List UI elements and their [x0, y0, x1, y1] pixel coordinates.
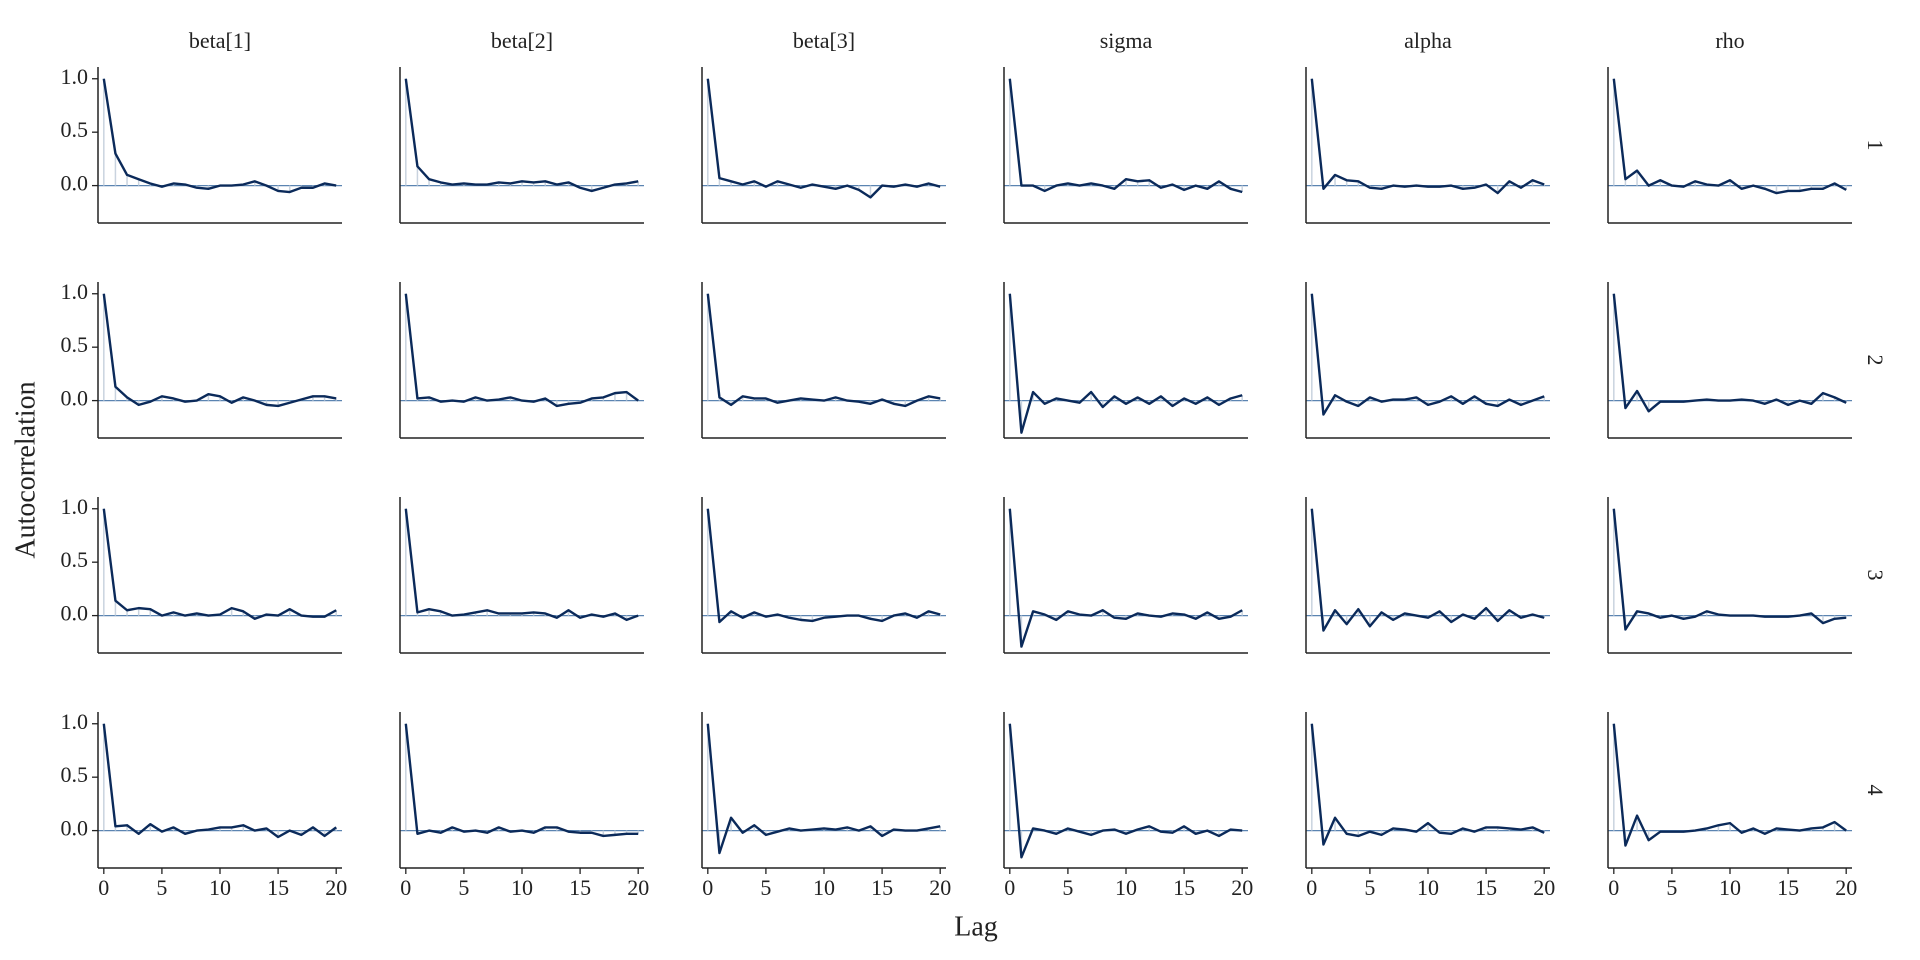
x-tick-label: 5: [1062, 875, 1073, 900]
x-tick-label: 0: [702, 875, 713, 900]
acf-line: [404, 723, 639, 838]
acf-line: [1612, 78, 1847, 195]
x-tick-label: 20: [929, 875, 951, 900]
acf-line: [706, 723, 941, 855]
y-tick-label: 1.0: [61, 64, 89, 89]
x-tick-label: 10: [209, 875, 231, 900]
acf-line: [102, 723, 337, 839]
y-axis-label: Autocorrelation: [10, 381, 41, 558]
x-tick-label: 0: [1306, 875, 1317, 900]
x-tick-label: 15: [1475, 875, 1497, 900]
column-title: beta[3]: [793, 28, 855, 53]
x-tick-label: 0: [1004, 875, 1015, 900]
y-tick-label: 0.0: [61, 171, 89, 196]
y-tick-label: 0.0: [61, 386, 89, 411]
x-tick-label: 5: [458, 875, 469, 900]
column-title: beta[2]: [491, 28, 553, 53]
acf-line: [404, 78, 639, 193]
x-tick-label: 10: [511, 875, 533, 900]
x-tick-label: 0: [98, 875, 109, 900]
acf-line: [706, 293, 941, 408]
acf-line: [706, 78, 941, 199]
column-title: alpha: [1404, 28, 1452, 53]
y-tick-label: 0.5: [61, 547, 89, 572]
acf-line: [1008, 723, 1243, 859]
y-tick-label: 1.0: [61, 709, 89, 734]
row-label: 4: [1863, 785, 1888, 796]
acf-line: [1008, 508, 1243, 648]
y-tick-label: 0.0: [61, 816, 89, 841]
x-tick-label: 10: [1115, 875, 1137, 900]
x-tick-label: 0: [400, 875, 411, 900]
acf-line: [1612, 508, 1847, 631]
x-tick-label: 10: [1719, 875, 1741, 900]
x-tick-label: 20: [1533, 875, 1555, 900]
x-tick-label: 20: [627, 875, 649, 900]
y-tick-label: 0.5: [61, 762, 89, 787]
acf-line: [102, 508, 337, 621]
column-title: rho: [1715, 28, 1744, 53]
x-tick-label: 15: [569, 875, 591, 900]
row-label: 2: [1863, 355, 1888, 366]
x-tick-label: 15: [267, 875, 289, 900]
x-tick-label: 5: [1666, 875, 1677, 900]
x-tick-label: 15: [1173, 875, 1195, 900]
x-axis-label: Lag: [954, 911, 998, 942]
x-tick-label: 10: [813, 875, 835, 900]
acf-line: [1310, 723, 1545, 846]
acf-line: [1008, 78, 1243, 194]
acf-line: [1008, 293, 1243, 434]
y-tick-label: 0.5: [61, 117, 89, 142]
column-title: sigma: [1100, 28, 1153, 53]
row-label: 1: [1863, 140, 1888, 151]
row-label: 3: [1863, 570, 1888, 581]
y-tick-label: 1.0: [61, 494, 89, 519]
x-tick-label: 20: [1835, 875, 1857, 900]
x-tick-label: 20: [325, 875, 347, 900]
y-tick-label: 0.5: [61, 332, 89, 357]
x-tick-label: 5: [1364, 875, 1375, 900]
acf-line: [1612, 293, 1847, 413]
x-tick-label: 5: [760, 875, 771, 900]
acf-line: [1310, 78, 1545, 195]
x-tick-label: 0: [1608, 875, 1619, 900]
y-tick-label: 0.0: [61, 601, 89, 626]
acf-line: [102, 78, 337, 194]
acf-line: [404, 293, 639, 408]
column-title: beta[1]: [189, 28, 251, 53]
y-tick-label: 1.0: [61, 279, 89, 304]
acf-line: [1612, 723, 1847, 847]
acf-line: [1310, 293, 1545, 416]
acf-line: [102, 293, 337, 408]
x-tick-label: 20: [1231, 875, 1253, 900]
acf-line: [706, 508, 941, 624]
acf-line: [1310, 508, 1545, 632]
x-tick-label: 15: [1777, 875, 1799, 900]
x-tick-label: 15: [871, 875, 893, 900]
acf-line: [404, 508, 639, 622]
x-tick-label: 10: [1417, 875, 1439, 900]
x-tick-label: 5: [156, 875, 167, 900]
